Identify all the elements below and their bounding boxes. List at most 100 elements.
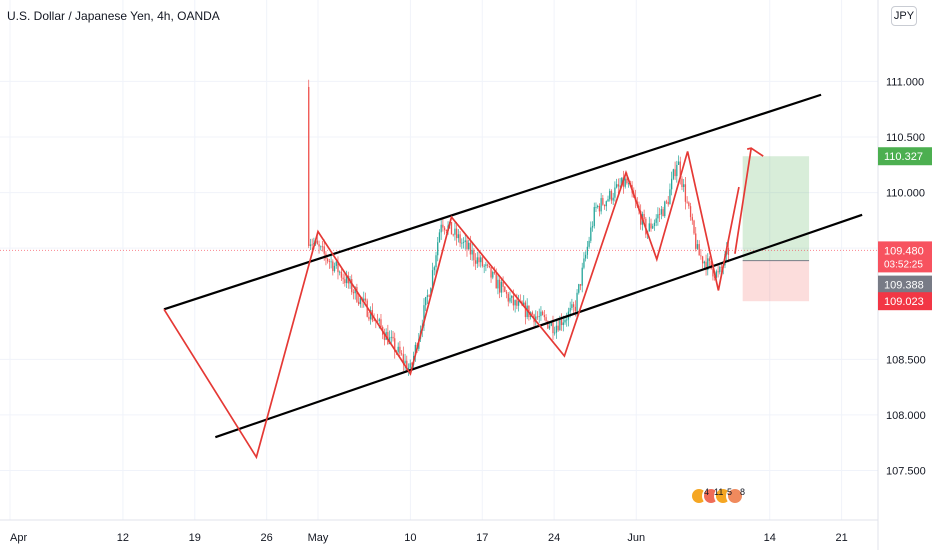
symbol-title[interactable]: U.S. Dollar / Japanese Yen, 4h, OANDA	[7, 9, 220, 23]
time-tick-label: 14	[764, 532, 776, 544]
entry-price-badge-text: 109.388	[884, 280, 924, 292]
candle-body	[653, 222, 656, 226]
candle-body	[309, 244, 312, 246]
candle-body	[681, 178, 683, 187]
candle-body	[600, 198, 602, 212]
candle-body	[696, 244, 699, 249]
candle-body	[450, 221, 453, 235]
zigzag-pattern	[163, 151, 740, 460]
candle-body	[335, 261, 337, 266]
candle-body	[707, 258, 709, 271]
candle-body	[481, 257, 484, 267]
flag-icon	[726, 487, 744, 505]
candle-body	[689, 206, 692, 218]
candle-body	[602, 198, 604, 205]
candle-body	[474, 260, 477, 264]
candle-body	[603, 204, 606, 207]
drawings[interactable]	[163, 93, 863, 460]
time-tick-label: May	[308, 532, 329, 544]
candle-body	[677, 161, 680, 165]
candle-body	[399, 346, 401, 354]
candle-body	[727, 247, 730, 256]
candle-body	[710, 261, 712, 269]
event-count: 4	[704, 487, 710, 497]
candle-body	[683, 184, 685, 187]
candle-body	[538, 316, 540, 317]
candle-body	[662, 209, 664, 217]
candle-body	[548, 325, 551, 329]
target-price-badge	[878, 147, 932, 166]
candle-body	[674, 169, 676, 177]
candle-body	[517, 301, 520, 306]
candle-body	[595, 207, 597, 208]
candle-body	[316, 240, 318, 245]
candle-body	[505, 291, 508, 294]
candle-body	[466, 240, 468, 250]
candle-body	[617, 184, 619, 187]
stop-zone	[742, 260, 810, 302]
candle-body	[598, 205, 601, 212]
candle-body	[559, 319, 561, 331]
candle-body	[402, 354, 404, 364]
candle-body	[607, 199, 609, 202]
candle-body	[572, 304, 575, 307]
candle-body	[511, 295, 513, 298]
candle-body	[669, 189, 671, 205]
candle-body	[523, 302, 525, 306]
candle-body	[431, 270, 434, 288]
candle-body	[658, 214, 661, 216]
candle-body	[404, 360, 406, 364]
candle-body	[339, 271, 341, 273]
candle-body	[456, 228, 458, 239]
price-tick-label: 110.000	[886, 188, 925, 200]
candle-body	[344, 279, 346, 284]
candle-body	[400, 353, 403, 355]
price-tick-label: 111.000	[886, 76, 924, 88]
candle-body	[443, 227, 446, 230]
time-axis[interactable]: Apr 12 19 26 May 10 17 24 Jun 14 21	[0, 519, 878, 544]
candle-body	[378, 319, 380, 322]
candle-body	[357, 301, 360, 305]
candle-body	[459, 234, 461, 244]
candle-body	[609, 190, 611, 200]
candle-body	[701, 256, 704, 264]
last-price-badge	[878, 241, 932, 273]
candle-body	[715, 271, 718, 278]
candle-body	[332, 261, 334, 272]
position-zones	[0, 156, 878, 302]
candle-body	[468, 242, 470, 250]
candle-body	[554, 332, 556, 334]
candle-body	[566, 319, 568, 321]
candle-body	[648, 223, 650, 232]
time-tick-label: 17	[476, 532, 488, 544]
candle-body	[652, 225, 654, 229]
candle-body	[531, 312, 533, 315]
price-axis[interactable]: 107.500108.000108.500109.500110.000110.5…	[877, 0, 932, 550]
candle-body	[574, 306, 576, 312]
candle-body	[535, 316, 537, 323]
candle-body	[495, 273, 497, 289]
candle-body	[708, 258, 711, 262]
events-badge[interactable]: 4 11 5 8	[690, 487, 756, 515]
candle-body	[469, 242, 472, 255]
candle-body	[499, 279, 501, 293]
candle-body	[476, 257, 478, 264]
currency-button[interactable]: JPY	[891, 6, 917, 26]
candle-body	[657, 214, 659, 219]
last-price-badge-text: 109.480	[884, 245, 924, 257]
candle-body	[368, 316, 370, 320]
candle-body	[540, 311, 542, 317]
candle-body	[485, 264, 487, 266]
candle-body	[569, 307, 571, 312]
candle-body	[445, 229, 447, 232]
target-zone	[742, 156, 810, 261]
candle-body	[352, 292, 355, 294]
candle-body	[351, 279, 353, 293]
candle-body	[614, 187, 616, 198]
candle-body	[337, 261, 339, 273]
candle-body	[667, 201, 669, 205]
candle-body	[621, 177, 623, 186]
candle-body	[423, 305, 425, 326]
